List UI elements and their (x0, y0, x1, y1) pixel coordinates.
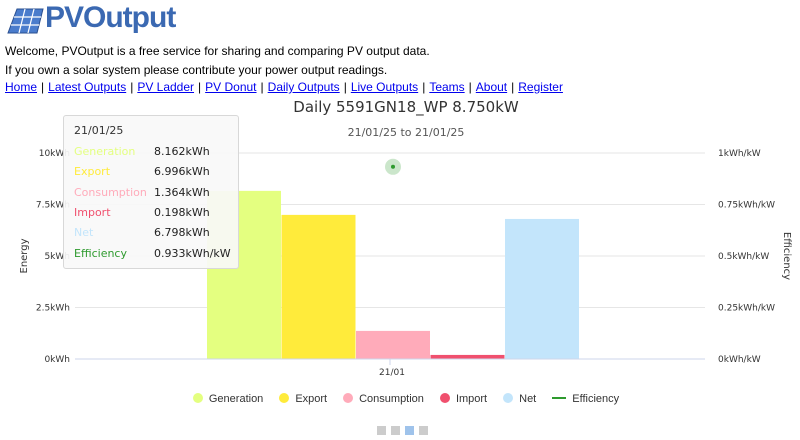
nav-separator: | (511, 80, 515, 94)
pager-dot[interactable] (377, 426, 386, 435)
efficiency-point[interactable] (391, 164, 395, 169)
tooltip-row-export: Export 6.996kWh (74, 165, 236, 179)
solar-panel-icon (7, 8, 44, 34)
y2-tick-label: 0.25kWh/kW (718, 304, 775, 314)
legend-item-generation[interactable]: Generation (192, 393, 264, 405)
nav-link-live-outputs[interactable]: Live Outputs (350, 80, 419, 94)
nav-separator: | (468, 80, 472, 94)
nav-link-pv-donut[interactable]: PV Donut (205, 80, 257, 94)
chart-legend: Generation Export Consumption Import Net Effi… (0, 393, 800, 405)
pager-dot[interactable] (391, 426, 400, 435)
legend-label: Consumption (359, 393, 424, 405)
y-tick-label: 10kWh (39, 149, 70, 159)
legend-item-consumption[interactable]: Consumption (343, 393, 424, 405)
nav-separator: | (260, 80, 264, 94)
y2-tick-label: 1kWh/kW (718, 149, 761, 159)
nav-separator: | (198, 80, 202, 94)
nav-link-about[interactable]: About (475, 80, 508, 94)
nav-separator: | (41, 80, 45, 94)
legend-label: Efficiency (572, 393, 620, 405)
tooltip-series-value: 0.198kWh (154, 205, 210, 219)
legend-label: Export (295, 393, 328, 405)
axes: 0kWh 2.5kWh 5kWh 7.5kWh 10kWh 0kWh/kW 0.25kWh/… (19, 149, 792, 378)
y-tick-label: 2.5kWh (36, 304, 70, 314)
tooltip-row-efficiency: Efficiency 0.933kWh/kW (74, 247, 236, 261)
tooltip-row-import: Import 0.198kWh (74, 206, 236, 220)
legend-swatch (439, 393, 450, 403)
tooltip-series-name: Net (74, 226, 94, 240)
chart-tooltip: 21/01/25 Generation 8.162kWh Export 6.996kW… (63, 115, 239, 269)
legend-item-export[interactable]: Export (279, 393, 327, 405)
nav-link-register[interactable]: Register (518, 80, 563, 94)
chart-pager (377, 422, 433, 435)
bars (207, 158, 579, 359)
tooltip-series-value: 8.162kWh (154, 145, 210, 158)
legend-swatch (279, 393, 290, 403)
tooltip-series-value: 0.933kWh/kW (154, 246, 231, 260)
tooltip-series-name: Import (74, 205, 111, 219)
bar-import[interactable] (430, 354, 505, 359)
tooltip-series-value: 6.996kWh (154, 165, 210, 179)
y-tick-label: 5kWh (44, 252, 70, 262)
legend-label: Import (455, 393, 488, 405)
legend-label: Generation (208, 393, 264, 405)
chart-title: Daily 5591GN18_WP 8.750kW (293, 98, 519, 116)
intro-line-1: Welcome, PVOutput is a free service for … (5, 44, 430, 58)
nav-separator: | (422, 80, 426, 94)
bar-net[interactable] (505, 218, 579, 359)
tooltip-row-net: Net 6.798kWh (74, 226, 236, 240)
nav-link-latest-outputs[interactable]: Latest Outputs (48, 80, 127, 94)
nav-link-teams[interactable]: Teams (429, 80, 465, 94)
nav-link-home[interactable]: Home (5, 80, 38, 94)
x-tick-label: 21/01 (379, 368, 405, 378)
nav-separator: | (343, 80, 347, 94)
legend-item-import[interactable]: Import (439, 393, 488, 405)
y2-tick-label: 0.5kWh/kW (718, 252, 769, 262)
nav-link-daily-outputs[interactable]: Daily Outputs (267, 80, 340, 94)
y2-tick-label: 0kWh/kW (718, 355, 761, 365)
tooltip-series-name: Efficiency (74, 246, 127, 260)
legend-swatch (552, 397, 567, 399)
nav-separator: | (130, 80, 134, 94)
tooltip-date: 21/01/25 (74, 124, 124, 137)
legend-label: Net (519, 393, 537, 405)
pvoutput-logo[interactable]: PVOutput (5, 1, 180, 37)
tooltip-series-name: Consumption (74, 185, 147, 199)
tooltip-row-consumption: Consumption 1.364kWh (74, 186, 236, 200)
legend-swatch (192, 393, 203, 403)
pager-dot[interactable] (405, 426, 414, 435)
y-tick-label: 7.5kWh (36, 201, 70, 211)
chart-subtitle: 21/01/25 to 21/01/25 (347, 126, 465, 139)
legend-item-net[interactable]: Net (503, 393, 536, 405)
bar-export[interactable] (281, 214, 356, 359)
bar-consumption[interactable] (356, 330, 430, 359)
tooltip-series-value: 6.798kWh (154, 226, 210, 240)
logo-text: PVOutput (45, 1, 176, 34)
tooltip-row-generation: Generation 8.162kWh (74, 145, 236, 159)
intro-line-2: If you own a solar system please contrib… (5, 63, 388, 77)
pager-dot[interactable] (419, 426, 428, 435)
tooltip-series-name: Export (74, 165, 111, 179)
tooltip-series-name: Generation (74, 145, 136, 158)
y-tick-label: 0kWh (44, 355, 70, 365)
main-nav: Home | Latest Outputs | PV Ladder | PV Donut | D… (5, 80, 563, 94)
tooltip-series-value: 1.364kWh (154, 185, 210, 199)
y2-axis-title: Efficiency (781, 232, 792, 280)
y2-tick-label: 0.75kWh/kW (718, 201, 775, 211)
legend-swatch (503, 393, 514, 403)
legend-swatch (343, 393, 354, 403)
legend-item-efficiency[interactable]: Efficiency (552, 393, 619, 405)
y-axis-title: Energy (19, 238, 30, 273)
nav-link-pv-ladder[interactable]: PV Ladder (137, 80, 195, 94)
